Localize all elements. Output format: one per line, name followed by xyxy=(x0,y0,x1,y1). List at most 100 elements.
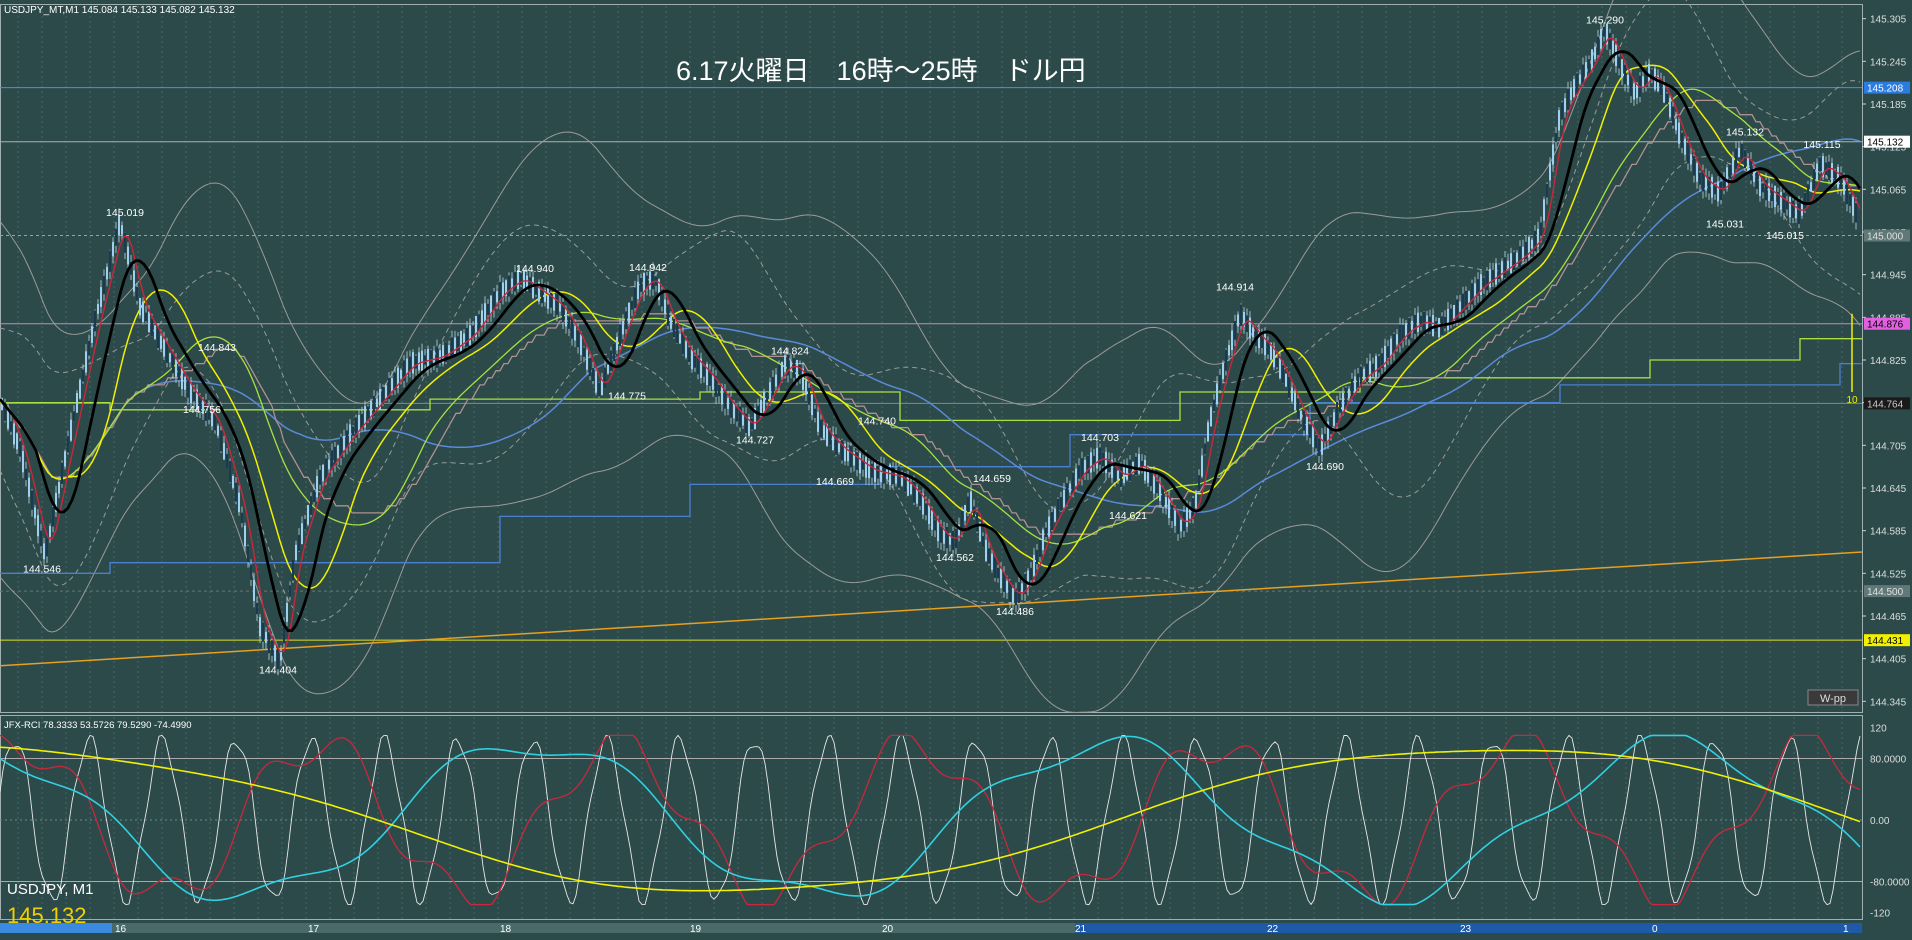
candle-body xyxy=(874,460,876,483)
ma-red xyxy=(0,36,1861,653)
candle-body xyxy=(1495,263,1497,285)
candle-body xyxy=(1162,487,1164,507)
candle-body xyxy=(1243,312,1245,327)
ma-blue-slow xyxy=(0,138,1861,513)
candle-body xyxy=(79,379,81,399)
candle-body xyxy=(463,333,465,346)
candle-body xyxy=(1450,308,1452,324)
candle-body xyxy=(892,467,894,485)
candle-body xyxy=(994,556,996,578)
candle-body xyxy=(487,303,489,316)
time-label: 20 xyxy=(882,924,894,935)
candle-body xyxy=(178,366,180,381)
candle-body xyxy=(949,533,951,545)
candle-body xyxy=(211,407,213,427)
candle-body xyxy=(1048,516,1050,537)
wpp-button[interactable]: W-pp xyxy=(1807,689,1859,706)
candle-body xyxy=(739,406,741,428)
candle-body xyxy=(1165,497,1167,508)
candle-body xyxy=(1339,399,1341,413)
candle-body xyxy=(1105,451,1107,474)
candle-body xyxy=(931,510,933,530)
candle-body xyxy=(961,510,963,532)
candle-body xyxy=(448,345,450,355)
candle-body xyxy=(1633,83,1635,100)
candle-body xyxy=(367,406,369,421)
price-axis: 145.305 145.245 145.185 145.125 145.065 145.0… xyxy=(1862,15,1910,708)
candle-body xyxy=(1285,373,1287,387)
price-panel-border xyxy=(0,4,1863,713)
candle-body xyxy=(1534,230,1536,252)
candle-body xyxy=(208,407,210,420)
ma-orange xyxy=(0,551,1863,667)
candle-body xyxy=(415,355,417,369)
candle-body xyxy=(736,405,738,422)
candle-body xyxy=(943,528,945,544)
candle-body xyxy=(1012,588,1014,603)
candle-body xyxy=(187,379,189,398)
candle-body xyxy=(301,523,303,545)
candle-body xyxy=(1399,324,1401,346)
candle-body xyxy=(424,355,426,365)
rci-yellow xyxy=(0,746,1861,892)
candle-body xyxy=(685,341,687,358)
candle-body xyxy=(1180,520,1182,532)
current-price: 145.132 xyxy=(7,903,87,928)
candle-body xyxy=(781,361,783,377)
candle-body xyxy=(1240,304,1242,326)
candle-body xyxy=(1270,342,1272,360)
candle-body xyxy=(238,492,240,513)
candle-body xyxy=(100,287,102,307)
candle-body xyxy=(1765,179,1767,201)
candle-body xyxy=(658,279,660,300)
candle-body xyxy=(1594,46,1596,60)
candle-body xyxy=(1306,416,1308,435)
price-tick-label: 144.345 xyxy=(1870,697,1907,708)
candle-body xyxy=(1690,154,1692,165)
candle-body xyxy=(1828,161,1830,181)
candle-body xyxy=(745,413,747,433)
candle-body xyxy=(1288,376,1290,398)
candle-body xyxy=(388,377,390,400)
candle-body xyxy=(1414,314,1416,334)
candle-body xyxy=(742,414,744,426)
candle-body xyxy=(1444,316,1446,329)
candle-body xyxy=(289,585,291,597)
candle-body xyxy=(691,347,693,370)
candle-body xyxy=(553,294,555,311)
candle-body xyxy=(184,377,186,390)
candle-body xyxy=(889,464,891,486)
candle-body xyxy=(370,401,372,419)
candle-body xyxy=(1249,317,1251,339)
candle-body xyxy=(1198,475,1200,491)
rci-panel: 120 80.0000 0.00 -80.0000 -120 xyxy=(0,724,1910,919)
candle-body xyxy=(898,466,900,488)
time-label: 17 xyxy=(308,924,320,935)
time-label: 0 xyxy=(1652,924,1658,935)
candle-body xyxy=(733,402,735,419)
candle-body xyxy=(880,463,882,482)
candle-body xyxy=(439,350,441,363)
candle-body xyxy=(349,424,351,445)
price-label: 145.015 xyxy=(1766,230,1804,242)
candle-body xyxy=(1081,458,1083,480)
candle-body xyxy=(1099,447,1101,465)
candle-body xyxy=(1315,435,1317,449)
candle-body xyxy=(127,246,129,265)
candle-body xyxy=(640,277,642,292)
candle-body xyxy=(247,546,249,563)
candle-body xyxy=(631,300,633,310)
hline-label-bg xyxy=(1864,317,1910,330)
candle-body xyxy=(1531,239,1533,249)
candle-body xyxy=(520,273,522,285)
candle-body xyxy=(1258,329,1260,349)
candle-body xyxy=(70,419,72,441)
candle-body xyxy=(427,348,429,370)
candle-body xyxy=(883,463,885,484)
candle-body xyxy=(34,507,36,519)
candle-body xyxy=(541,284,543,304)
candle-body xyxy=(1117,470,1119,480)
candle-body xyxy=(1825,162,1827,175)
candle-body xyxy=(1138,453,1140,474)
candle-body xyxy=(1780,191,1782,210)
